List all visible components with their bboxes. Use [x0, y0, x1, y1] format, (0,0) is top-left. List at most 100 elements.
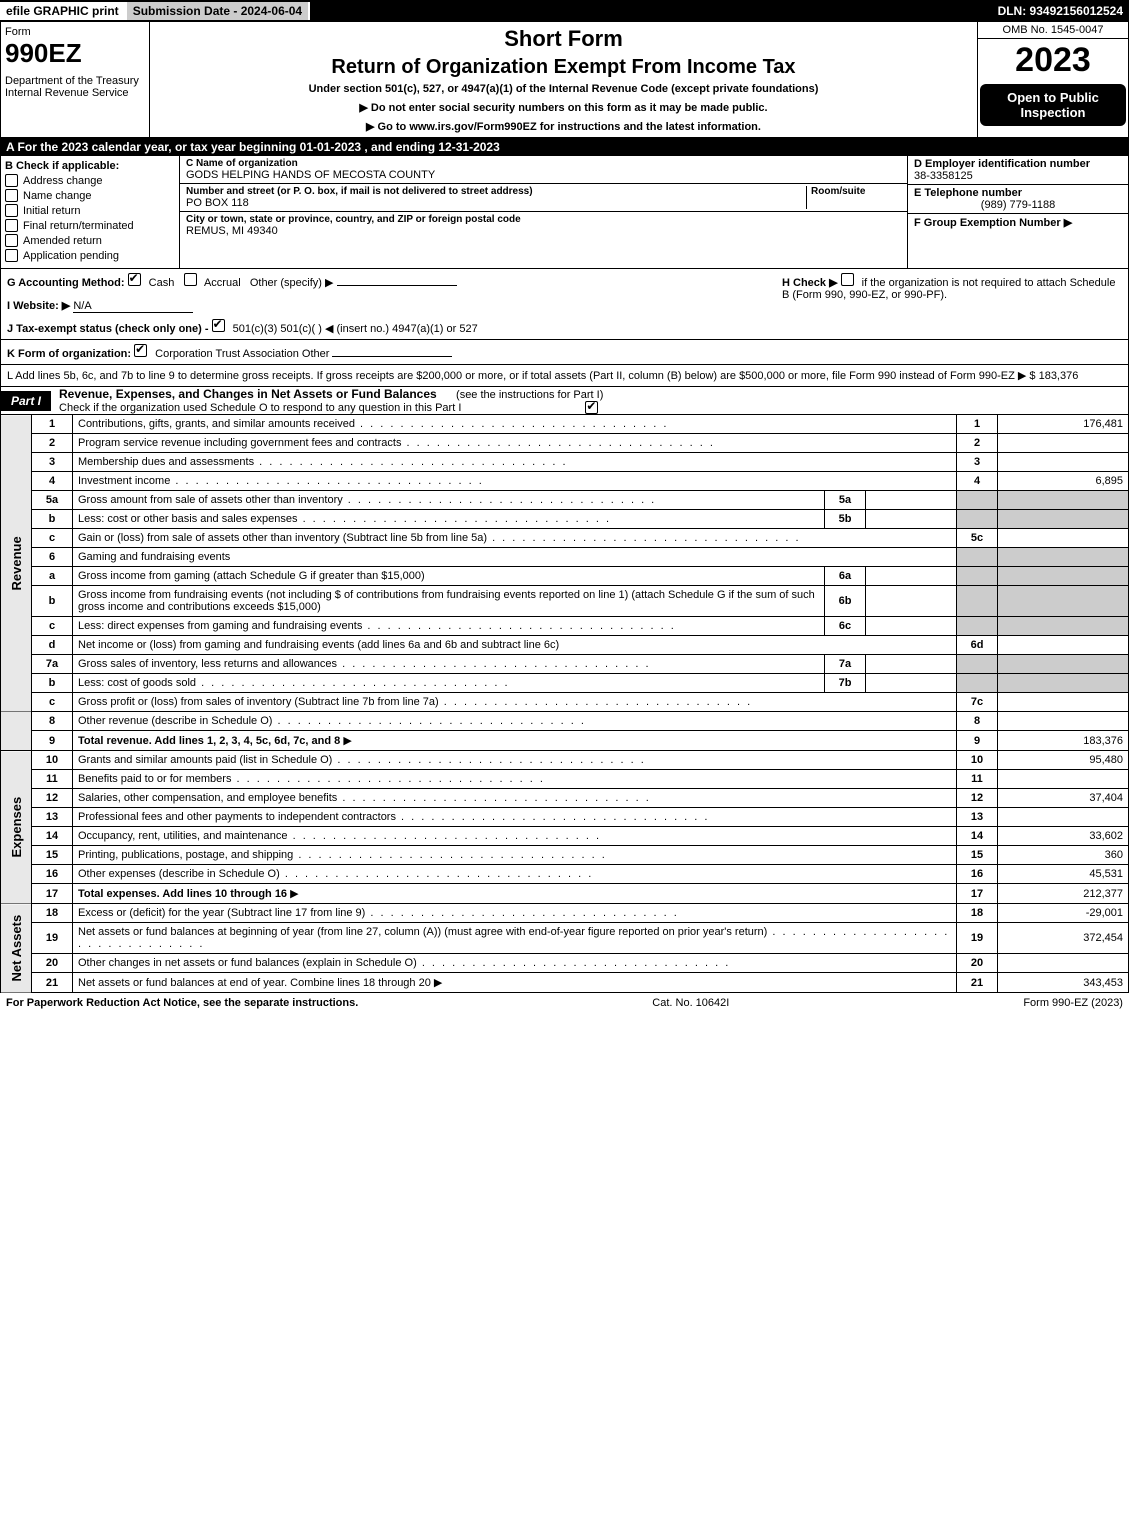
line-9: 9 Total revenue. Add lines 1, 2, 3, 4, 5…	[1, 731, 1129, 751]
line-13: 13 Professional fees and other payments …	[1, 808, 1129, 827]
phone-row: E Telephone number (989) 779-1188	[908, 185, 1128, 214]
line-desc: Gross sales of inventory, less returns a…	[73, 655, 825, 674]
goto-link[interactable]: ▶ Go to www.irs.gov/Form990EZ for instru…	[154, 120, 973, 133]
line-6a: a Gross income from gaming (attach Sched…	[1, 567, 1129, 586]
ein-value: 38-3358125	[914, 170, 1122, 182]
section-b: B Check if applicable: Address change Na…	[1, 156, 180, 268]
check-cash[interactable]	[128, 273, 141, 286]
line-15: 15 Printing, publications, postage, and …	[1, 846, 1129, 865]
line-num: c	[32, 529, 73, 548]
form-header: Form 990EZ Department of the Treasury In…	[0, 22, 1129, 138]
check-address-change[interactable]: Address change	[5, 174, 175, 187]
line-desc: Gross income from gaming (attach Schedul…	[73, 567, 825, 586]
line-num: a	[32, 567, 73, 586]
line-amount	[998, 453, 1129, 472]
check-label: Initial return	[23, 205, 80, 217]
shaded-cell	[957, 617, 998, 636]
line-num: 4	[32, 472, 73, 491]
inner-value	[866, 491, 957, 510]
line-num: b	[32, 586, 73, 617]
line-desc: Less: direct expenses from gaming and fu…	[73, 617, 825, 636]
check-initial-return[interactable]: Initial return	[5, 204, 175, 217]
inner-label: 5b	[825, 510, 866, 529]
line-num: c	[32, 693, 73, 712]
under-note: Under section 501(c), 527, or 4947(a)(1)…	[154, 83, 973, 95]
ssn-note: ▶ Do not enter social security numbers o…	[154, 101, 973, 114]
shaded-cell	[957, 674, 998, 693]
line-ref: 8	[957, 712, 998, 731]
check-corporation[interactable]	[134, 344, 147, 357]
inner-label: 5a	[825, 491, 866, 510]
return-title: Return of Organization Exempt From Incom…	[154, 56, 973, 79]
line-amount	[998, 693, 1129, 712]
part1-tag: Part I	[1, 391, 51, 411]
dln-label: DLN: 93492156012524	[992, 2, 1129, 20]
line-num: b	[32, 674, 73, 693]
line-17: 17 Total expenses. Add lines 10 through …	[1, 884, 1129, 904]
line-num: 5a	[32, 491, 73, 510]
line-ref: 21	[957, 973, 998, 993]
line-num: d	[32, 636, 73, 655]
check-accrual[interactable]	[184, 273, 197, 286]
org-name-row: C Name of organization GODS HELPING HAND…	[180, 156, 907, 184]
line-amount: 343,453	[998, 973, 1129, 993]
section-g: G Accounting Method: Cash Accrual Other …	[7, 273, 782, 335]
efile-label[interactable]: efile GRAPHIC print	[0, 2, 127, 20]
line-num: 15	[32, 846, 73, 865]
check-h[interactable]	[841, 273, 854, 286]
line-amount	[998, 434, 1129, 453]
check-label: Amended return	[23, 235, 102, 247]
i-label: I Website: ▶	[7, 300, 70, 312]
shaded-cell	[998, 674, 1129, 693]
shaded-cell	[998, 510, 1129, 529]
line-3: 3 Membership dues and assessments 3	[1, 453, 1129, 472]
other-specify-input[interactable]	[337, 285, 457, 286]
line-16: 16 Other expenses (describe in Schedule …	[1, 865, 1129, 884]
line-desc: Less: cost of goods sold	[73, 674, 825, 693]
line-7b: b Less: cost of goods sold 7b	[1, 674, 1129, 693]
line-5c: c Gain or (loss) from sale of assets oth…	[1, 529, 1129, 548]
line-ref: 5c	[957, 529, 998, 548]
shaded-cell	[957, 655, 998, 674]
line-desc: Other revenue (describe in Schedule O)	[73, 712, 957, 731]
inner-label: 6b	[825, 586, 866, 617]
line-ref: 14	[957, 827, 998, 846]
org-name: GODS HELPING HANDS OF MECOSTA COUNTY	[186, 169, 901, 181]
line-desc: Membership dues and assessments	[73, 453, 957, 472]
check-application-pending[interactable]: Application pending	[5, 249, 175, 262]
line-ref: 6d	[957, 636, 998, 655]
line-desc: Other expenses (describe in Schedule O)	[73, 865, 957, 884]
footer-right: Form 990-EZ (2023)	[1023, 997, 1123, 1009]
check-label: Application pending	[23, 250, 119, 262]
l-amount: $ 183,376	[1029, 370, 1078, 382]
line-6c: c Less: direct expenses from gaming and …	[1, 617, 1129, 636]
shaded-cell	[998, 491, 1129, 510]
part1-sub: (see the instructions for Part I)	[448, 389, 603, 401]
line-5b: b Less: cost or other basis and sales ex…	[1, 510, 1129, 529]
line-num: 21	[32, 973, 73, 993]
line-ref: 3	[957, 453, 998, 472]
ein-label: D Employer identification number	[914, 158, 1122, 170]
line-num: 9	[32, 731, 73, 751]
line-desc: Contributions, gifts, grants, and simila…	[73, 415, 957, 434]
check-final-return[interactable]: Final return/terminated	[5, 219, 175, 232]
k-options: Corporation Trust Association Other	[155, 348, 329, 360]
line-desc: Other changes in net assets or fund bala…	[73, 954, 957, 973]
line-amount: 33,602	[998, 827, 1129, 846]
shaded-cell	[957, 491, 998, 510]
line-1: Revenue 1 Contributions, gifts, grants, …	[1, 415, 1129, 434]
check-schedule-o[interactable]	[585, 401, 598, 414]
inner-label: 7a	[825, 655, 866, 674]
check-501c3[interactable]	[212, 319, 225, 332]
inner-label: 7b	[825, 674, 866, 693]
line-4: 4 Investment income 4 6,895	[1, 472, 1129, 491]
check-amended-return[interactable]: Amended return	[5, 234, 175, 247]
line-desc: Gross income from fundraising events (no…	[73, 586, 825, 617]
k-other-input[interactable]	[332, 356, 452, 357]
line-desc: Less: cost or other basis and sales expe…	[73, 510, 825, 529]
arrow-icon	[434, 977, 442, 989]
dept-label: Department of the Treasury Internal Reve…	[5, 75, 145, 99]
arrow-icon	[290, 888, 298, 900]
check-name-change[interactable]: Name change	[5, 189, 175, 202]
inner-value	[866, 510, 957, 529]
